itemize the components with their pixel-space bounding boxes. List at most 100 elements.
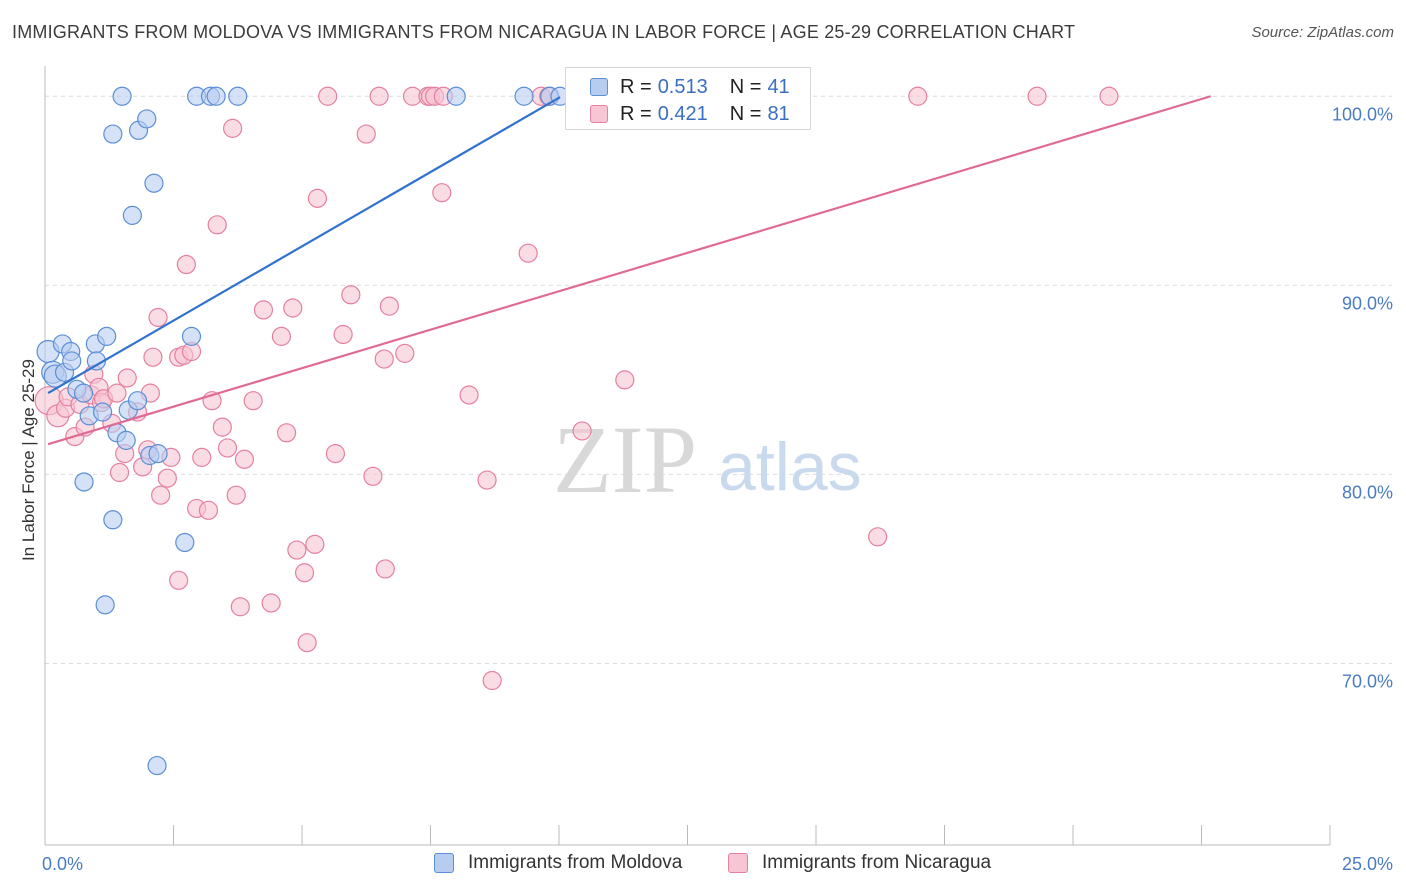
trend-lines: [47, 95, 1212, 446]
moldova-point-33: [74, 472, 94, 492]
nicaragua-point-54: [325, 444, 346, 464]
moldova-point-6: [62, 351, 82, 371]
nicaragua-swatch: [590, 105, 608, 123]
moldova-legend-label: Immigrants from Moldova: [468, 852, 683, 873]
nicaragua-point-23: [151, 485, 171, 505]
legend-item-moldova[interactable]: Immigrants from Moldova: [434, 852, 682, 874]
nicaragua-point-32: [192, 447, 212, 467]
nicaragua-point-42: [243, 391, 263, 411]
moldova-point-16: [112, 86, 132, 106]
moldova-point-27: [175, 532, 195, 553]
nicaragua-point-80: [1027, 86, 1047, 106]
nicaragua-point-63: [395, 343, 415, 363]
moldova-swatch: [590, 78, 608, 96]
nicaragua-point-49: [294, 563, 315, 583]
nicaragua-point-43: [253, 300, 274, 320]
grid-lines: [45, 95, 1392, 664]
nicaragua-point-55: [333, 324, 353, 345]
axes: [44, 66, 1331, 846]
moldova-point-25: [148, 444, 168, 464]
moldova-point-20: [127, 391, 148, 411]
nicaragua-point-53: [318, 86, 338, 106]
nicaragua-point-73: [518, 243, 538, 263]
nicaragua-point-45: [271, 326, 292, 346]
legend-row-moldova: R = 0.513 N = 41: [590, 75, 790, 99]
moldova-point-36: [446, 86, 466, 106]
nicaragua-trend-line: [47, 95, 1212, 446]
watermark-zip: ZIP: [553, 406, 697, 513]
nicaragua-point-35: [207, 215, 227, 235]
nicaragua-points: [34, 86, 1119, 691]
moldova-point-37: [514, 86, 534, 106]
x-tick-label-0: 0.0%: [42, 854, 83, 874]
moldova-point-17: [116, 430, 136, 450]
y-tick-labels: 100.0% 90.0% 80.0% 70.0%: [1332, 104, 1393, 691]
nicaragua-n-label: N =: [729, 102, 762, 125]
nicaragua-point-71: [477, 470, 497, 490]
nicaragua-point-81: [1099, 86, 1119, 106]
nicaragua-legend-swatch: [728, 853, 748, 873]
nicaragua-point-68: [432, 183, 452, 203]
nicaragua-point-52: [307, 188, 328, 208]
moldova-legend-swatch: [434, 853, 454, 873]
y-tick-label-1: 90.0%: [1342, 293, 1393, 313]
nicaragua-point-60: [374, 349, 394, 369]
nicaragua-legend-label: Immigrants from Nicaragua: [762, 852, 992, 873]
nicaragua-point-56: [341, 285, 361, 305]
series-legend: Immigrants from Moldova Immigrants from …: [0, 852, 1406, 876]
y-tick-label-2: 80.0%: [1342, 482, 1393, 502]
x-tick-label-1: 25.0%: [1342, 854, 1393, 874]
nicaragua-point-57: [356, 124, 376, 144]
y-axis-label: In Labor Force | Age 25-29: [19, 359, 38, 561]
moldova-point-28: [181, 326, 202, 346]
nicaragua-point-26: [169, 570, 189, 590]
moldova-point-12: [92, 402, 113, 422]
moldova-r-label: R =: [620, 75, 652, 98]
nicaragua-point-59: [369, 86, 389, 106]
nicaragua-point-13: [107, 383, 127, 403]
nicaragua-point-38: [223, 118, 243, 138]
moldova-r-value: 0.513: [657, 75, 708, 98]
moldova-point-35: [95, 595, 115, 615]
nicaragua-point-24: [157, 468, 177, 488]
y-tick-label-0: 100.0%: [1332, 104, 1393, 124]
nicaragua-point-44: [261, 593, 281, 613]
nicaragua-point-70: [459, 385, 479, 405]
nicaragua-point-39: [226, 485, 246, 505]
moldova-trend-line: [47, 96, 561, 395]
nicaragua-point-77: [615, 370, 635, 390]
nicaragua-point-46: [276, 423, 297, 443]
nicaragua-r-label: R =: [620, 102, 652, 125]
nicaragua-point-51: [305, 534, 325, 554]
nicaragua-point-72: [482, 670, 502, 691]
moldova-point-14: [103, 124, 123, 144]
nicaragua-point-33: [198, 500, 219, 520]
nicaragua-point-62: [379, 296, 399, 316]
moldova-n-value: 41: [767, 75, 790, 98]
nicaragua-point-37: [217, 438, 238, 458]
y-tick-label-3: 70.0%: [1342, 671, 1393, 691]
legend-item-nicaragua[interactable]: Immigrants from Nicaragua: [728, 852, 991, 874]
nicaragua-point-61: [375, 559, 395, 579]
nicaragua-point-22: [148, 307, 168, 328]
nicaragua-point-47: [283, 298, 303, 318]
watermark-atlas: atlas: [718, 429, 862, 505]
nicaragua-n-value: 81: [767, 102, 790, 125]
nicaragua-point-21: [143, 347, 163, 367]
moldova-point-26: [147, 755, 167, 776]
nicaragua-point-16: [117, 368, 137, 388]
moldova-point-19: [122, 205, 142, 225]
moldova-point-34: [103, 510, 123, 530]
nicaragua-point-41: [234, 449, 255, 469]
nicaragua-point-78: [868, 527, 888, 547]
nicaragua-point-48: [287, 540, 307, 560]
moldova-n-label: N =: [729, 75, 762, 98]
moldova-point-8: [73, 383, 94, 403]
stats-legend: R = 0.513 N = 41 R = 0.421 N = 81: [565, 67, 811, 130]
chart-title: IMMIGRANTS FROM MOLDOVA VS IMMIGRANTS FR…: [12, 22, 1076, 42]
legend-row-nicaragua: R = 0.421 N = 81: [590, 102, 790, 126]
moldova-point-32: [228, 86, 248, 106]
nicaragua-point-36: [212, 417, 232, 437]
nicaragua-point-50: [297, 633, 317, 653]
